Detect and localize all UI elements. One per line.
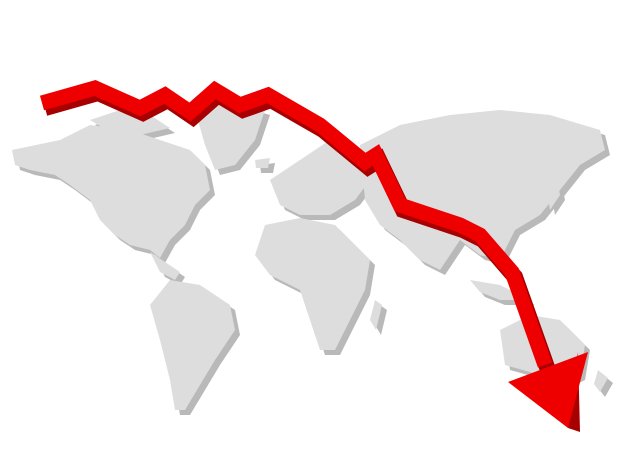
madagascar-shadow — [375, 305, 387, 335]
asia — [360, 110, 605, 270]
africa — [255, 218, 370, 350]
japan — [545, 170, 560, 210]
madagascar — [370, 300, 382, 330]
uk — [275, 175, 287, 195]
south-america — [150, 280, 235, 410]
world-map-icon — [12, 100, 613, 415]
north-america — [12, 125, 210, 258]
new-zealand — [594, 370, 608, 392]
europe — [270, 140, 370, 215]
greenland — [195, 100, 265, 170]
iceland — [255, 158, 270, 168]
arrow-line — [39, 80, 553, 368]
arrow-head — [508, 352, 588, 428]
down-trend-arrow-icon — [39, 80, 588, 432]
central-america — [150, 252, 180, 280]
